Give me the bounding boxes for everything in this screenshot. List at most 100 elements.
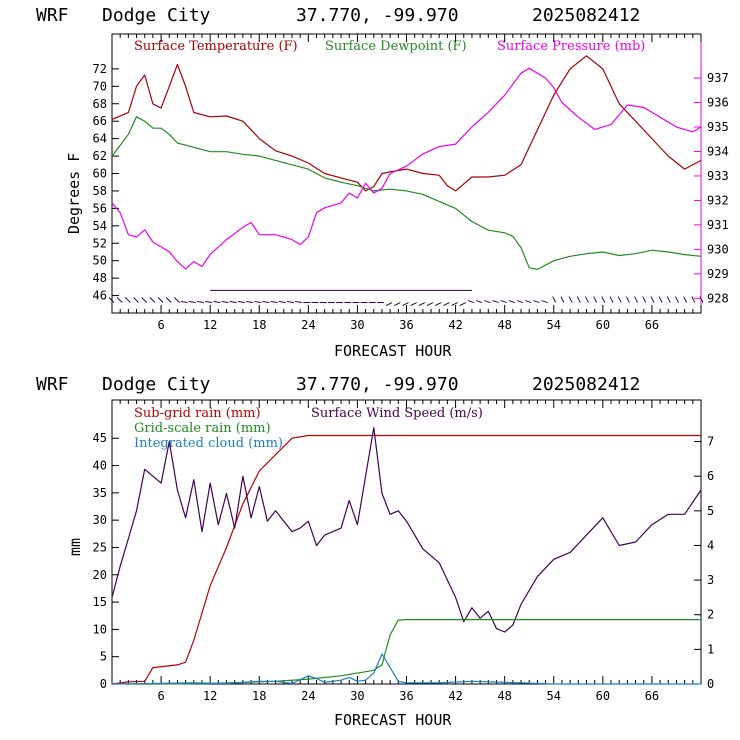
bottom-y2-tick-label: 6	[707, 469, 714, 483]
wind-barb	[278, 301, 286, 304]
wind-barb	[484, 300, 491, 304]
top-series-surface-pressure-mb	[111, 67, 702, 270]
legend-temp: Surface Temperature (F)	[134, 39, 298, 54]
top-series-surface-dewpoint-f	[111, 116, 702, 270]
legend-subgrid: Sub-grid rain (mm)	[134, 406, 261, 421]
wind-barb	[174, 297, 180, 303]
bottom-x-tick-label: 18	[252, 689, 266, 703]
bottom-x-tick-label: 66	[645, 689, 659, 703]
wind-barb	[451, 302, 458, 306]
top-y-tick-label: 46	[93, 289, 107, 303]
top-y2-tick-label: 929	[707, 267, 729, 281]
wind-barb	[475, 300, 483, 304]
bottom-series-integrated-cloud-mm	[111, 653, 701, 685]
top-x-axis-label: FORECAST HOUR	[334, 342, 452, 360]
top-x-tick-label: 18	[252, 318, 266, 332]
wind-barb	[262, 301, 270, 304]
top-y-tick-label: 72	[93, 62, 107, 76]
wind-barb	[593, 296, 598, 303]
bottom-x-tick-label: 12	[203, 689, 217, 703]
top-header-location: Dodge City	[102, 5, 211, 26]
bottom-x-tick-label: 24	[301, 689, 315, 703]
top-x-tick-label: 42	[448, 318, 462, 332]
top-x-tick-label: 36	[399, 318, 413, 332]
wind-barb	[500, 300, 507, 304]
wind-barb	[295, 301, 303, 304]
bottom-y2-tick-label: 5	[707, 504, 714, 518]
bottom-y2-tick-label: 2	[707, 608, 714, 622]
wind-barb	[699, 296, 704, 303]
bottom-y2-tick-label: 3	[707, 573, 714, 587]
wind-barb	[402, 302, 409, 306]
bottom-x-tick-label: 60	[596, 689, 610, 703]
wind-barb	[108, 297, 115, 303]
wind-barb	[634, 296, 639, 303]
top-y2-tick-label: 932	[707, 193, 729, 207]
top-y-tick-label: 60	[93, 167, 107, 181]
bottom-series-surface-wind-speed-m-s	[111, 427, 702, 633]
wind-barb	[149, 297, 156, 303]
top-y-tick-label: 58	[93, 184, 107, 198]
bottom-x-tick-label: 30	[350, 689, 364, 703]
top-x-tick-label: 48	[497, 318, 511, 332]
wind-barb	[625, 296, 630, 303]
wind-barb	[410, 302, 417, 306]
top-y2-tick-label: 928	[707, 291, 729, 305]
wind-barb	[492, 300, 499, 304]
wind-barb	[675, 296, 679, 303]
wind-barb	[585, 296, 589, 303]
top-x-tick-label: 66	[645, 318, 659, 332]
bottom-y-tick-label: 15	[93, 595, 107, 609]
legend-gridscale: Grid-scale rain (mm)	[134, 421, 271, 436]
bottom-series-grid-scale-rain-mm	[112, 619, 701, 685]
top-y2-tick-label: 937	[707, 71, 729, 85]
bottom-y-tick-label: 40	[93, 459, 107, 473]
wind-barb	[245, 301, 254, 304]
wind-barb	[426, 302, 434, 306]
bottom-header-coords: 37.770, -99.970	[296, 374, 459, 395]
bottom-x-tick-label: 6	[157, 689, 164, 703]
wind-barb	[516, 300, 524, 304]
top-y-tick-label: 62	[93, 149, 107, 163]
wind-barb	[125, 297, 131, 303]
bottom-y-tick-label: 25	[93, 540, 107, 554]
legend-wind: Surface Wind Speed (m/s)	[311, 406, 483, 421]
legend-cloud: Integrated cloud (mm)	[134, 436, 283, 451]
wind-barb	[205, 301, 213, 304]
wind-barb	[533, 300, 540, 304]
bottom-x-tick-label: 42	[448, 689, 462, 703]
bottom-header-model: WRF	[36, 374, 69, 395]
bottom-y2-tick-label: 0	[707, 677, 714, 691]
wind-barb	[560, 296, 565, 303]
wind-barb	[165, 297, 172, 303]
bottom-y-axis-label: mm	[66, 538, 84, 556]
wind-barb	[568, 296, 573, 303]
wind-barb	[683, 296, 688, 303]
legend-pres: Surface Pressure (mb)	[497, 39, 645, 54]
top-y-tick-label: 48	[93, 271, 107, 285]
wind-barb	[658, 296, 663, 303]
wind-barb	[576, 296, 581, 303]
wind-barb	[157, 297, 164, 303]
top-y2-tick-label: 936	[707, 96, 729, 110]
wind-barb	[254, 301, 262, 304]
bottom-x-tick-label: 54	[547, 689, 561, 703]
wind-barb	[141, 297, 148, 303]
bottom-header-run: 2025082412	[532, 374, 640, 395]
top-y-tick-label: 66	[93, 114, 107, 128]
top-x-tick-label: 30	[350, 318, 364, 332]
top-series-surface-temperature-f	[111, 55, 702, 192]
bottom-y-tick-label: 5	[100, 650, 107, 664]
top-y2-tick-label: 930	[707, 242, 729, 256]
wind-barb	[617, 296, 622, 303]
wind-barb	[418, 302, 426, 306]
wind-barb	[459, 302, 466, 306]
top-x-tick-label: 60	[596, 318, 610, 332]
bottom-y-tick-label: 45	[93, 431, 107, 445]
wind-barb	[525, 300, 532, 304]
top-y2-tick-label: 935	[707, 120, 729, 134]
top-x-tick-label: 24	[301, 318, 315, 332]
legend-dew: Surface Dewpoint (F)	[325, 39, 467, 54]
wind-barb	[385, 302, 393, 306]
